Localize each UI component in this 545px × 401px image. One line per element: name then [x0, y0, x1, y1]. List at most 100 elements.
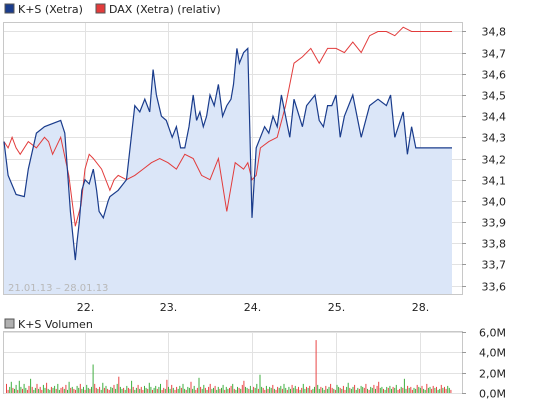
volume-bar: [9, 386, 11, 393]
volume-bar: [336, 384, 338, 393]
volume-bar: [280, 385, 282, 393]
volume-bar: [389, 385, 391, 393]
volume-bar: [54, 385, 56, 393]
volume-bar: [245, 386, 246, 393]
volume-bar: [427, 387, 429, 393]
volume-bar: [237, 386, 238, 393]
volume-bar: [392, 386, 394, 393]
volume-bar: [290, 388, 291, 393]
volume-bar: [339, 387, 341, 393]
volume-bar: [262, 387, 264, 393]
volume-bar: [375, 388, 376, 393]
dax-line: [3, 26, 452, 227]
price-y-tick-label: 33,9: [482, 217, 507, 230]
volume-bar: [214, 385, 216, 393]
volume-bar: [213, 387, 214, 393]
price-y-tick-label: 34,8: [482, 26, 507, 39]
volume-bar: [444, 386, 445, 393]
volume-bar: [243, 380, 245, 393]
volume-bar: [331, 387, 333, 393]
volume-bar: [103, 387, 105, 393]
volume-bar: [176, 386, 178, 393]
volume-bar: [184, 388, 186, 393]
volume-bar: [304, 388, 306, 393]
volume-bar: [386, 386, 388, 393]
volume-bar: [249, 385, 251, 393]
volume-bar: [437, 389, 439, 393]
date-x-tick-label: 25.: [328, 301, 346, 314]
volume-bar: [100, 389, 102, 393]
volume-bar: [448, 387, 450, 393]
volume-bar: [424, 389, 426, 393]
date-range-caption: 21.01.13 – 28.01.13: [8, 283, 108, 294]
volume-bar: [267, 388, 269, 393]
volume-bar: [119, 386, 121, 393]
volume-bar: [368, 389, 370, 393]
volume-bar: [270, 387, 272, 393]
volume-bar: [148, 382, 150, 393]
volume-bar: [259, 374, 261, 393]
volume-bar: [429, 386, 431, 393]
volume-bar: [261, 386, 263, 393]
volume-bar: [99, 386, 101, 393]
volume-grid: [4, 332, 466, 394]
volume-bar: [62, 386, 64, 393]
legend-label-ks: K+S (Xetra): [18, 3, 83, 16]
volume-bar: [371, 387, 373, 393]
volume-bar: [30, 378, 32, 393]
volume-bar: [196, 387, 198, 393]
date-x-axis: 22. 23. 24. 25. 28.: [77, 301, 430, 314]
volume-bar: [28, 385, 30, 393]
volume-bar: [155, 385, 157, 393]
volume-bar: [81, 388, 83, 393]
volume-bar: [314, 386, 315, 393]
volume-bar: [358, 388, 360, 393]
volume-bar: [76, 385, 78, 393]
volume-bar: [333, 388, 335, 393]
volume-bar: [381, 386, 383, 393]
volume-bar: [235, 389, 237, 393]
volume-bar: [26, 389, 28, 393]
volume-bar: [25, 387, 27, 393]
volume-bar: [163, 387, 165, 393]
volume-bar: [376, 385, 378, 393]
volume-bar: [179, 385, 181, 393]
volume-bar: [283, 383, 285, 393]
volume-bar: [349, 387, 351, 393]
volume-bar: [23, 383, 25, 393]
volume-bar: [102, 382, 104, 393]
volume-bar: [338, 386, 340, 393]
volume-bar: [12, 387, 14, 393]
volume-bar: [341, 388, 343, 393]
volume-bar: [31, 386, 33, 393]
volume-bar: [395, 384, 397, 393]
volume-bar: [75, 389, 76, 393]
volume-bar: [421, 385, 423, 393]
volume-bar: [379, 387, 381, 393]
volume-bar: [78, 387, 80, 393]
volume-bar: [397, 389, 399, 393]
volume-bar: [241, 384, 243, 393]
volume-bar: [39, 386, 41, 393]
volume-bar: [315, 340, 317, 393]
volume-bar: [50, 386, 52, 393]
volume-bar: [185, 389, 187, 393]
volume-bar: [278, 387, 280, 393]
volume-bar: [14, 388, 15, 393]
volume-bar: [46, 382, 48, 393]
volume-bar: [95, 387, 97, 393]
volume-bar: [265, 385, 267, 393]
price-y-tick-label: 34,0: [482, 196, 507, 209]
volume-bar: [240, 388, 242, 393]
volume-bar: [174, 389, 176, 393]
volume-bar: [298, 386, 299, 393]
volume-bar: [222, 384, 224, 393]
volume-bar: [188, 387, 190, 393]
volume-bar: [306, 386, 307, 393]
volume-bar: [60, 387, 62, 393]
volume-bar: [158, 386, 160, 393]
volume-bar: [360, 385, 362, 393]
volume-bar: [310, 389, 312, 393]
volume-bar: [301, 387, 303, 393]
volume-bar: [434, 387, 436, 393]
